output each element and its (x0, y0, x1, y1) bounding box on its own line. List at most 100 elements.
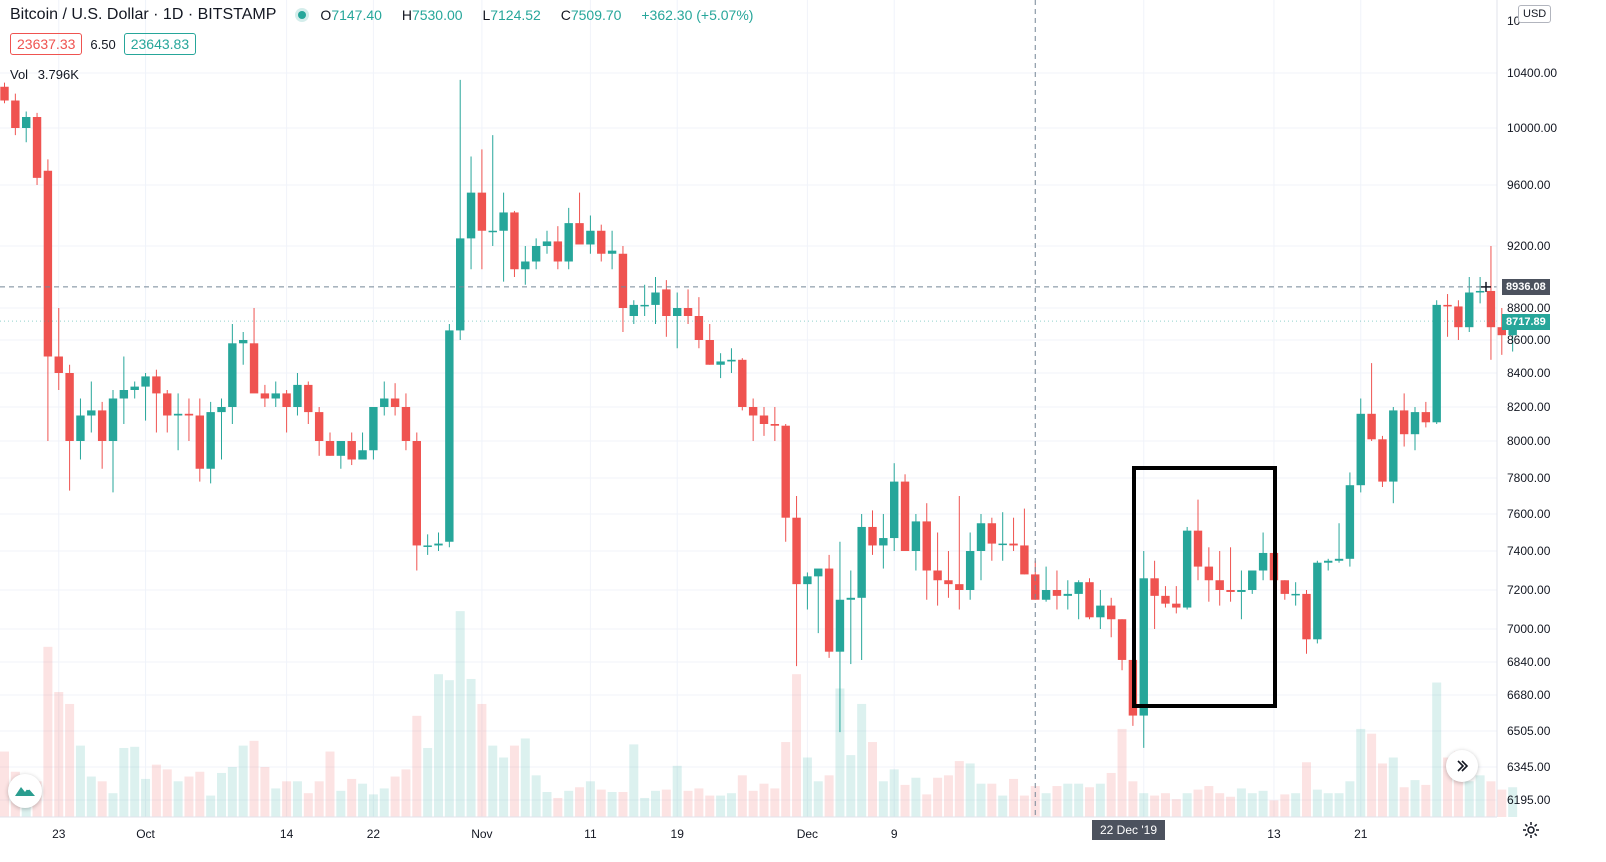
candle-body (1334, 558, 1344, 561)
time-tick-label: 14 (280, 827, 294, 841)
volume-bar (1247, 793, 1257, 817)
symbol-title[interactable]: Bitcoin / U.S. Dollar · 1D · BITSTAMP (10, 6, 277, 23)
candle-body (76, 415, 85, 441)
candle-body (1443, 304, 1452, 307)
volume-bar (1356, 728, 1366, 817)
volume-bar (553, 797, 563, 817)
candle-body (1150, 578, 1159, 596)
time-tick-label: 19 (671, 827, 685, 841)
crosshair (0, 0, 1497, 817)
volume-bar (1421, 784, 1431, 817)
volume-bar (607, 792, 617, 817)
candle-body (206, 412, 215, 469)
price-tick-label: 10400.00 (1507, 66, 1557, 80)
candle-body (748, 407, 758, 416)
volume-bar (1443, 757, 1453, 817)
volume-bar (629, 744, 639, 817)
crosshair-price-label: 8936.08 (1502, 279, 1550, 295)
volume-bar (1009, 778, 1019, 817)
volume-bar (1139, 793, 1149, 817)
candle-body (1356, 413, 1365, 486)
candle-body (239, 340, 248, 344)
volume-bar (954, 761, 964, 817)
candle-body (965, 551, 975, 590)
candle-body (922, 521, 931, 571)
candle-body (1291, 593, 1300, 596)
candle-body (152, 376, 161, 394)
volume-bar (640, 797, 650, 817)
tradingview-logo-icon[interactable] (8, 774, 42, 808)
candle-body (1041, 590, 1051, 600)
volume-bar (857, 703, 867, 817)
volume-bar (1063, 783, 1073, 817)
candle-body (11, 100, 20, 128)
volume-bar (423, 747, 433, 817)
chart-header: Bitcoin / U.S. Dollar · 1D · BITSTAMP O7… (10, 6, 761, 24)
candle-body (1389, 410, 1398, 482)
candle-body (401, 407, 411, 441)
volume-bar (1475, 775, 1485, 817)
candle-body (22, 117, 31, 128)
volume-bar (434, 674, 443, 817)
volume-bar (1410, 780, 1420, 817)
volume-bar (585, 781, 595, 817)
candle-body (1421, 412, 1431, 423)
candle-body (900, 481, 910, 551)
candle-body (586, 230, 595, 245)
time-tick-label: 22 (367, 827, 381, 841)
price-tick-label: 7200.00 (1507, 583, 1551, 597)
price-tick-label: 6505.00 (1507, 724, 1551, 738)
volume-bar (596, 789, 606, 817)
volume-bar (141, 778, 151, 817)
volume-bar (455, 611, 465, 817)
candle-body (618, 253, 628, 308)
candle-body (1226, 590, 1235, 592)
volume-bar (1323, 793, 1333, 817)
volume-bar (292, 781, 302, 817)
buy-button[interactable]: 23643.83 (123, 33, 197, 55)
volume-bar (390, 776, 400, 817)
price-tick-label: 8600.00 (1507, 333, 1551, 347)
time-tick-label: 13 (1267, 827, 1281, 841)
price-tick-label: 6195.00 (1507, 793, 1551, 807)
volume-bar (1236, 788, 1246, 817)
volume-bar (379, 788, 389, 817)
candle-body (738, 359, 747, 407)
volume-bar (922, 794, 932, 817)
candle-body (1410, 412, 1420, 435)
volume-bar (509, 745, 519, 817)
candle-body (1020, 545, 1029, 575)
market-status-icon (298, 11, 307, 19)
candle-body (65, 373, 74, 441)
volume-bar (976, 783, 986, 817)
candle-body (510, 212, 519, 270)
volume-bar (1019, 795, 1029, 817)
candle-body (163, 393, 172, 416)
time-axis[interactable]: 23Oct1422Nov1119Dec920201321 (0, 816, 1497, 841)
candles (0, 79, 1517, 748)
volume-bar (249, 740, 259, 817)
currency-button[interactable]: USD (1518, 5, 1552, 23)
scroll-right-icon[interactable] (1446, 750, 1478, 782)
candle-body (998, 543, 1007, 546)
gear-icon[interactable] (1522, 821, 1540, 844)
candle-body (1454, 306, 1463, 328)
candle-body (868, 526, 877, 546)
sell-button[interactable]: 23637.33 (10, 33, 83, 55)
candle-body (553, 241, 563, 262)
candle-body (607, 250, 617, 254)
volume-bar (195, 771, 205, 817)
candle-body (184, 413, 194, 416)
annotation-rectangle[interactable] (1132, 466, 1277, 708)
volume-bar (542, 792, 552, 817)
volume-bar (1388, 757, 1398, 817)
price-tick-label: 10000.00 (1507, 121, 1557, 135)
price-tick-label: 8000.00 (1507, 434, 1551, 448)
candle-body (651, 292, 660, 305)
last-price-label: 8717.89 (1502, 314, 1550, 330)
candle-body (955, 584, 964, 590)
candle-body (781, 425, 790, 518)
price-axis[interactable]: 6195.00 6345.00 6505.00 6680.00 6840.00 7000.… (1496, 0, 1557, 817)
candle-body (477, 192, 487, 231)
